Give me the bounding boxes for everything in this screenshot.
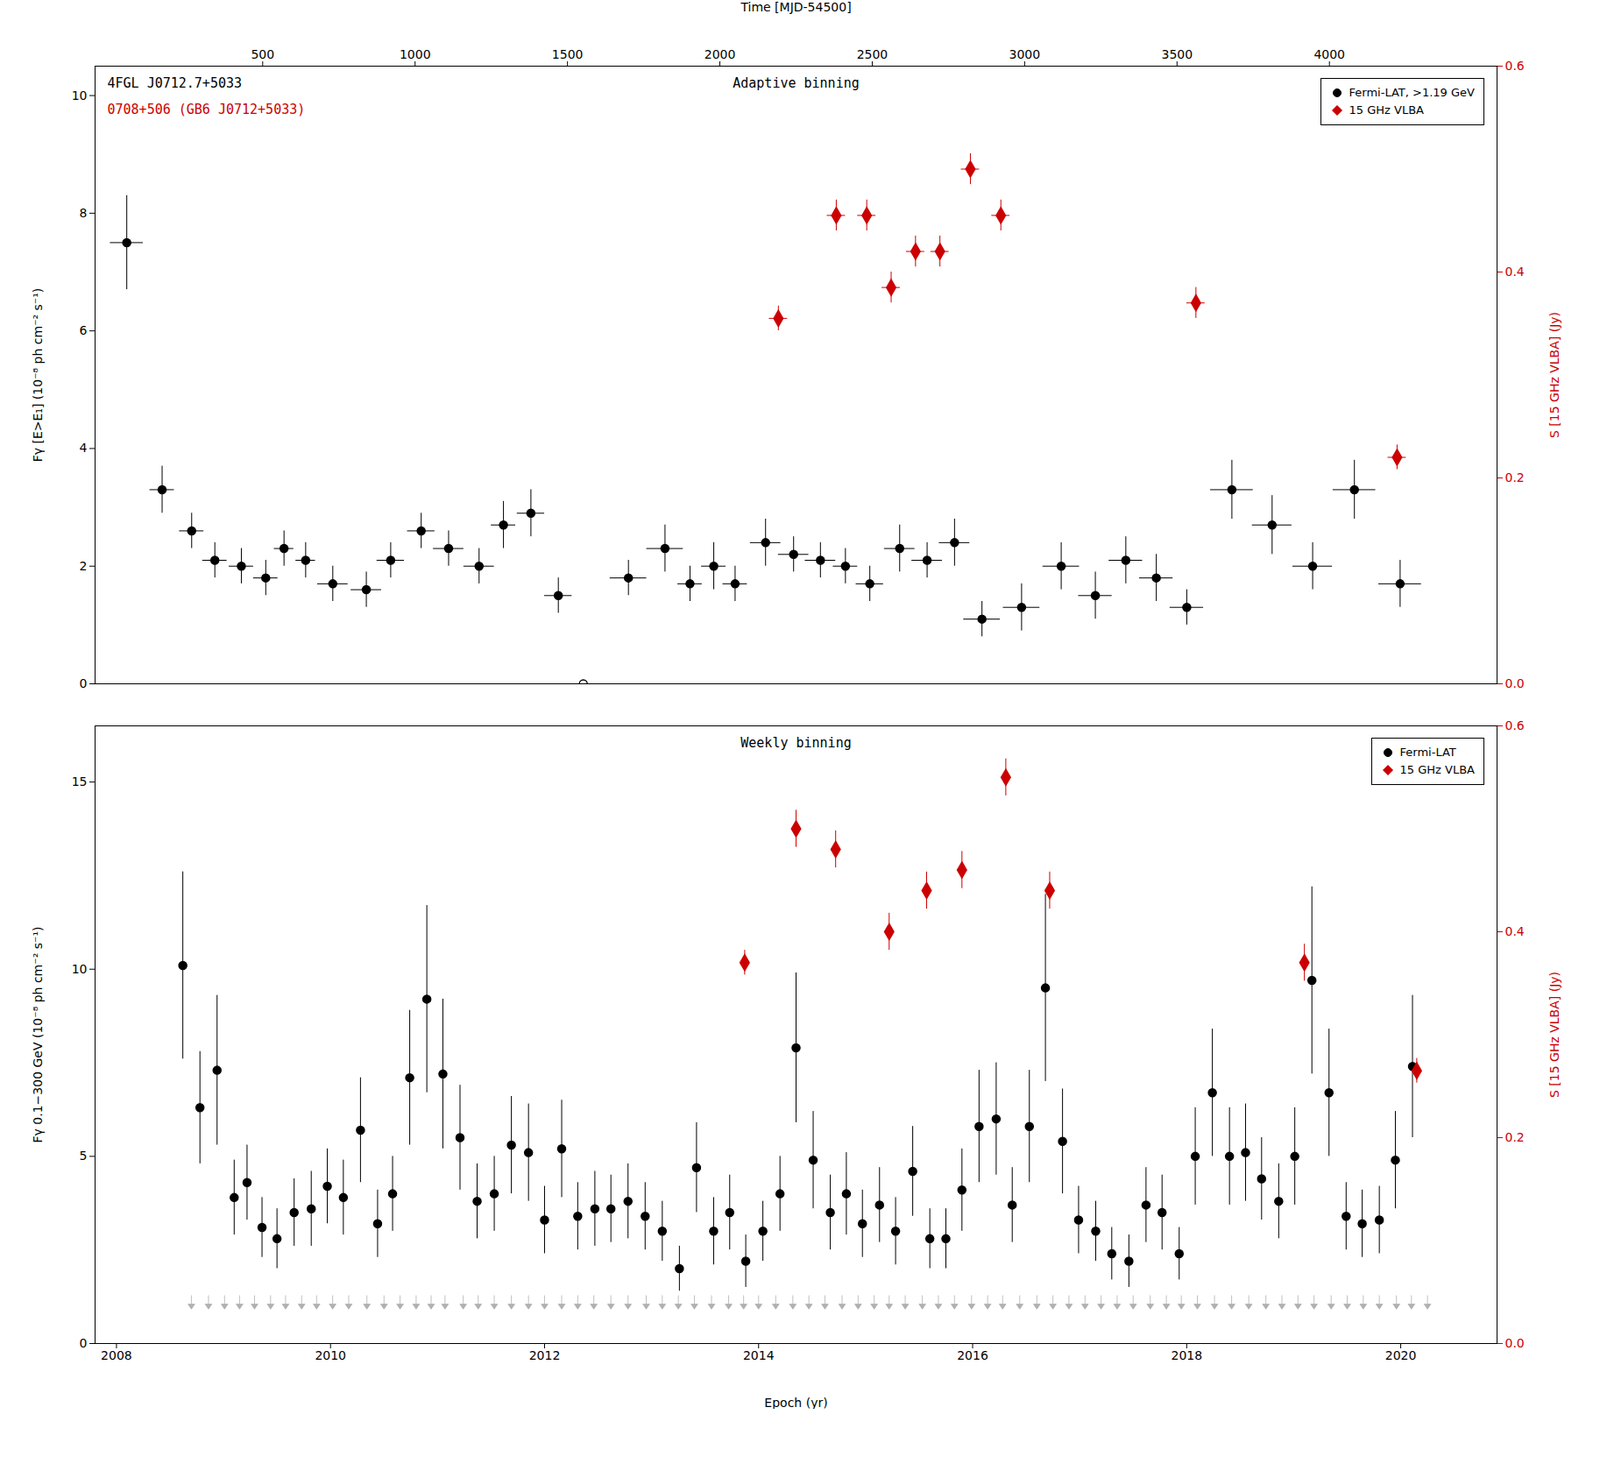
svg-text:6: 6 (79, 323, 88, 338)
svg-text:0.2: 0.2 (1505, 1130, 1525, 1145)
svg-text:0.2: 0.2 (1505, 470, 1525, 485)
svg-text:0.4: 0.4 (1505, 264, 1525, 279)
svg-text:Adaptive binning: Adaptive binning (732, 75, 860, 92)
html-text:Fermi-LAT, >1.19 GeV: Fermi-LAT, >1.19 GeV (1349, 85, 1475, 100)
svg-text:S [15 GHz VLBA] (Jy): S [15 GHz VLBA] (Jy) (1547, 971, 1562, 1098)
svg-text:10: 10 (71, 88, 88, 103)
svg-text:2500: 2500 (856, 47, 889, 62)
svg-text:8: 8 (79, 205, 88, 220)
svg-text:4FGL J0712.7+5033: 4FGL J0712.7+5033 (107, 75, 243, 92)
svg-text:0: 0 (79, 1336, 88, 1351)
svg-text:2012: 2012 (529, 1348, 561, 1363)
svg-text:0.6: 0.6 (1505, 718, 1525, 733)
svg-text:3500: 3500 (1161, 47, 1193, 62)
svg-text:0.0: 0.0 (1505, 676, 1525, 691)
svg-text:2010: 2010 (314, 1348, 347, 1363)
svg-text:2008: 2008 (100, 1348, 133, 1363)
svg-text:Epoch (yr): Epoch (yr) (764, 1395, 828, 1410)
svg-text:2: 2 (79, 559, 88, 574)
svg-text:0.6: 0.6 (1505, 58, 1525, 73)
svg-text:2014: 2014 (743, 1348, 775, 1363)
svg-text:0.4: 0.4 (1505, 924, 1525, 939)
html-text:15 GHz VLBA: 15 GHz VLBA (1349, 103, 1424, 117)
svg-text:5: 5 (79, 1148, 88, 1163)
svg-text:Fγ 0.1−300 GeV (10⁻⁸ ph cm⁻² s: Fγ 0.1−300 GeV (10⁻⁸ ph cm⁻² s⁻¹) (30, 927, 45, 1144)
svg-text:2018: 2018 (1170, 1348, 1203, 1363)
svg-text:S [15 GHz VLBA] (Jy): S [15 GHz VLBA] (Jy) (1547, 311, 1562, 439)
svg-text:500: 500 (250, 47, 275, 62)
svg-text:0.0: 0.0 (1505, 1336, 1525, 1351)
svg-text:1000: 1000 (399, 47, 432, 62)
svg-text:Fγ [E>E₁] (10⁻⁸ ph cm⁻² s⁻¹): Fγ [E>E₁] (10⁻⁸ ph cm⁻² s⁻¹) (30, 288, 45, 463)
html-text:Fermi-LAT: Fermi-LAT (1399, 745, 1457, 759)
svg-text:Time [MJD-54500]: Time [MJD-54500] (739, 0, 851, 15)
svg-text:0: 0 (79, 676, 88, 691)
svg-text:1500: 1500 (552, 47, 584, 62)
svg-text:4000: 4000 (1313, 47, 1346, 62)
svg-text:Weekly binning: Weekly binning (740, 735, 851, 751)
svg-text:4: 4 (79, 440, 88, 455)
svg-text:2016: 2016 (956, 1348, 989, 1363)
svg-text:2000: 2000 (704, 47, 737, 62)
html-text:15 GHz VLBA: 15 GHz VLBA (1399, 763, 1475, 777)
svg-text:0708+506 (GB6 J0712+5033): 0708+506 (GB6 J0712+5033) (107, 101, 306, 118)
svg-text:2020: 2020 (1385, 1348, 1417, 1363)
svg-text:3000: 3000 (1009, 47, 1041, 62)
svg-text:15: 15 (71, 774, 88, 789)
svg-text:10: 10 (71, 962, 88, 977)
